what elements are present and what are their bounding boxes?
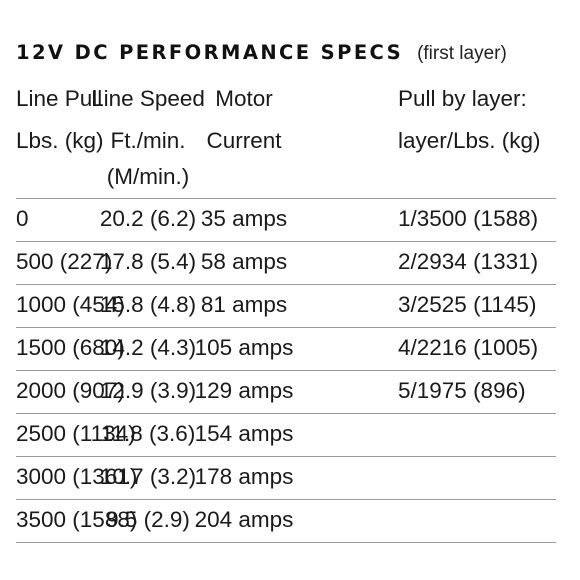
table-row: 500 (227) 17.8 (5.4) 58 amps 2/2934 (1331): [16, 242, 556, 285]
header-lbs-kg: Lbs. (kg): [16, 128, 104, 153]
pull-by-layer-cell: 5/1975 (896): [398, 378, 526, 403]
header-motor: Motor: [215, 86, 273, 111]
table-row: 1500 (680) 14.2 (4.3) 105 amps 4/2216 (1005…: [16, 328, 556, 371]
table-row: 1000 (454) 15.8 (4.8) 81 amps 3/2525 (1145): [16, 285, 556, 328]
table-row: 2500 (1134) 11.8 (3.6) 154 amps: [16, 414, 556, 457]
motor-current-cell: 154 amps: [194, 421, 294, 446]
table-row: 2000 (907) 12.9 (3.9) 129 amps 5/1975 (896): [16, 371, 556, 414]
pull-by-layer-cell: 2/2934 (1331): [398, 249, 539, 274]
line-speed-cell: 14.2 (4.3): [99, 335, 197, 360]
motor-current-cell: 204 amps: [194, 507, 294, 532]
motor-current-cell: 105 amps: [194, 335, 294, 360]
motor-current-cell: 35 amps: [200, 206, 288, 231]
header-line-pull: Line Pull: [16, 86, 103, 111]
line-pull-cell: 3000 (1361): [16, 464, 138, 489]
line-speed-cell: 10.7 (3.2): [99, 464, 197, 489]
line-speed-cell: 20.2 (6.2): [99, 206, 197, 231]
line-speed-cell: 11.8 (3.6): [100, 421, 196, 446]
line-speed-cell: 15.8 (4.8): [99, 292, 197, 317]
motor-current-cell: 178 amps: [194, 464, 294, 489]
header-row-2: Lbs. (kg) Ft./min. (M/min.) Current laye…: [16, 120, 556, 199]
header-row-1: Line Pull Line Speed Motor Pull by layer…: [16, 80, 556, 120]
line-pull-cell: 2500 (1134): [16, 421, 136, 446]
line-pull-cell: 2000 (907): [16, 378, 125, 403]
page-subtitle: (first layer): [417, 43, 507, 64]
pull-by-layer-cell: 1/3500 (1588): [398, 206, 539, 231]
title-row: 12V DC PERFORMANCE SPECS (first layer): [16, 41, 507, 69]
header-ft-min: Ft./min.: [110, 128, 186, 153]
motor-current-cell: 81 amps: [200, 292, 288, 317]
specs-table: Line Pull Line Speed Motor Pull by layer…: [16, 80, 556, 543]
line-speed-cell: 12.9 (3.9): [99, 378, 197, 403]
header-pull-by-layer: Pull by layer:: [398, 86, 527, 111]
header-current: Current: [206, 128, 282, 153]
line-speed-cell: 9.5 (2.9): [106, 507, 190, 532]
table-row: 0 20.2 (6.2) 35 amps 1/3500 (1588): [16, 199, 556, 242]
line-pull-cell: 500 (227): [16, 249, 113, 274]
page-title: 12V DC PERFORMANCE SPECS: [16, 41, 404, 64]
line-pull-cell: 1500 (680): [16, 335, 125, 360]
table-row: 3000 (1361) 10.7 (3.2) 178 amps: [16, 457, 556, 500]
line-pull-cell: 3500 (1588): [16, 507, 138, 532]
line-pull-cell: 1000 (454): [16, 292, 125, 317]
pull-by-layer-cell: 3/2525 (1145): [398, 292, 537, 317]
table-row: 3500 (1588) 9.5 (2.9) 204 amps: [16, 500, 556, 543]
motor-current-cell: 129 amps: [194, 378, 294, 403]
line-pull-cell: 0: [16, 206, 29, 231]
pull-by-layer-cell: 4/2216 (1005): [398, 335, 539, 360]
line-speed-cell: 17.8 (5.4): [99, 249, 197, 274]
header-line-speed: Line Speed: [91, 86, 205, 111]
header-layer-lbs-kg: layer/Lbs. (kg): [398, 128, 541, 153]
header-m-min: (M/min.): [106, 164, 190, 189]
motor-current-cell: 58 amps: [200, 249, 288, 274]
